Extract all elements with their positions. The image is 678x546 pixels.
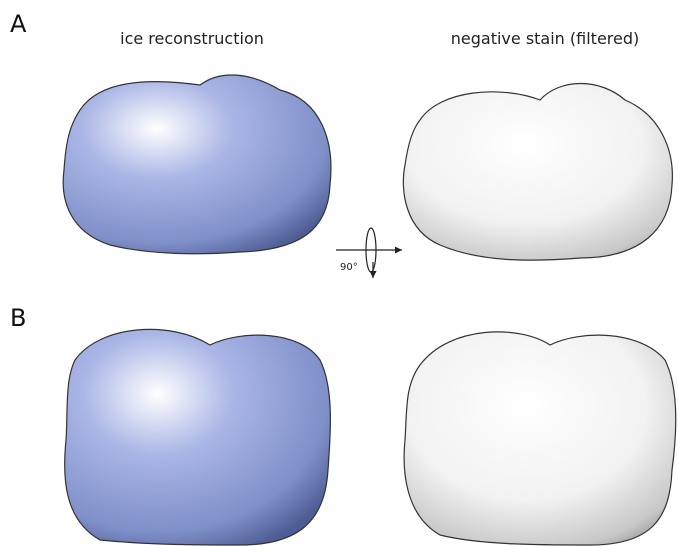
- ice-model-b: [65, 329, 331, 545]
- ice-model-a: [63, 75, 331, 254]
- figure: A B ice reconstruction negative stain (f…: [0, 0, 678, 546]
- column-title: ice reconstruction: [120, 29, 264, 48]
- column-title: negative stain (filtered): [451, 29, 640, 48]
- stain-model-a: [403, 84, 672, 261]
- stain-model-b: [404, 332, 676, 545]
- panel-label: A: [10, 10, 27, 38]
- rotation-symbol: 90°: [336, 228, 402, 278]
- rotation-label: 90°: [340, 262, 358, 273]
- panel-label: B: [10, 304, 26, 332]
